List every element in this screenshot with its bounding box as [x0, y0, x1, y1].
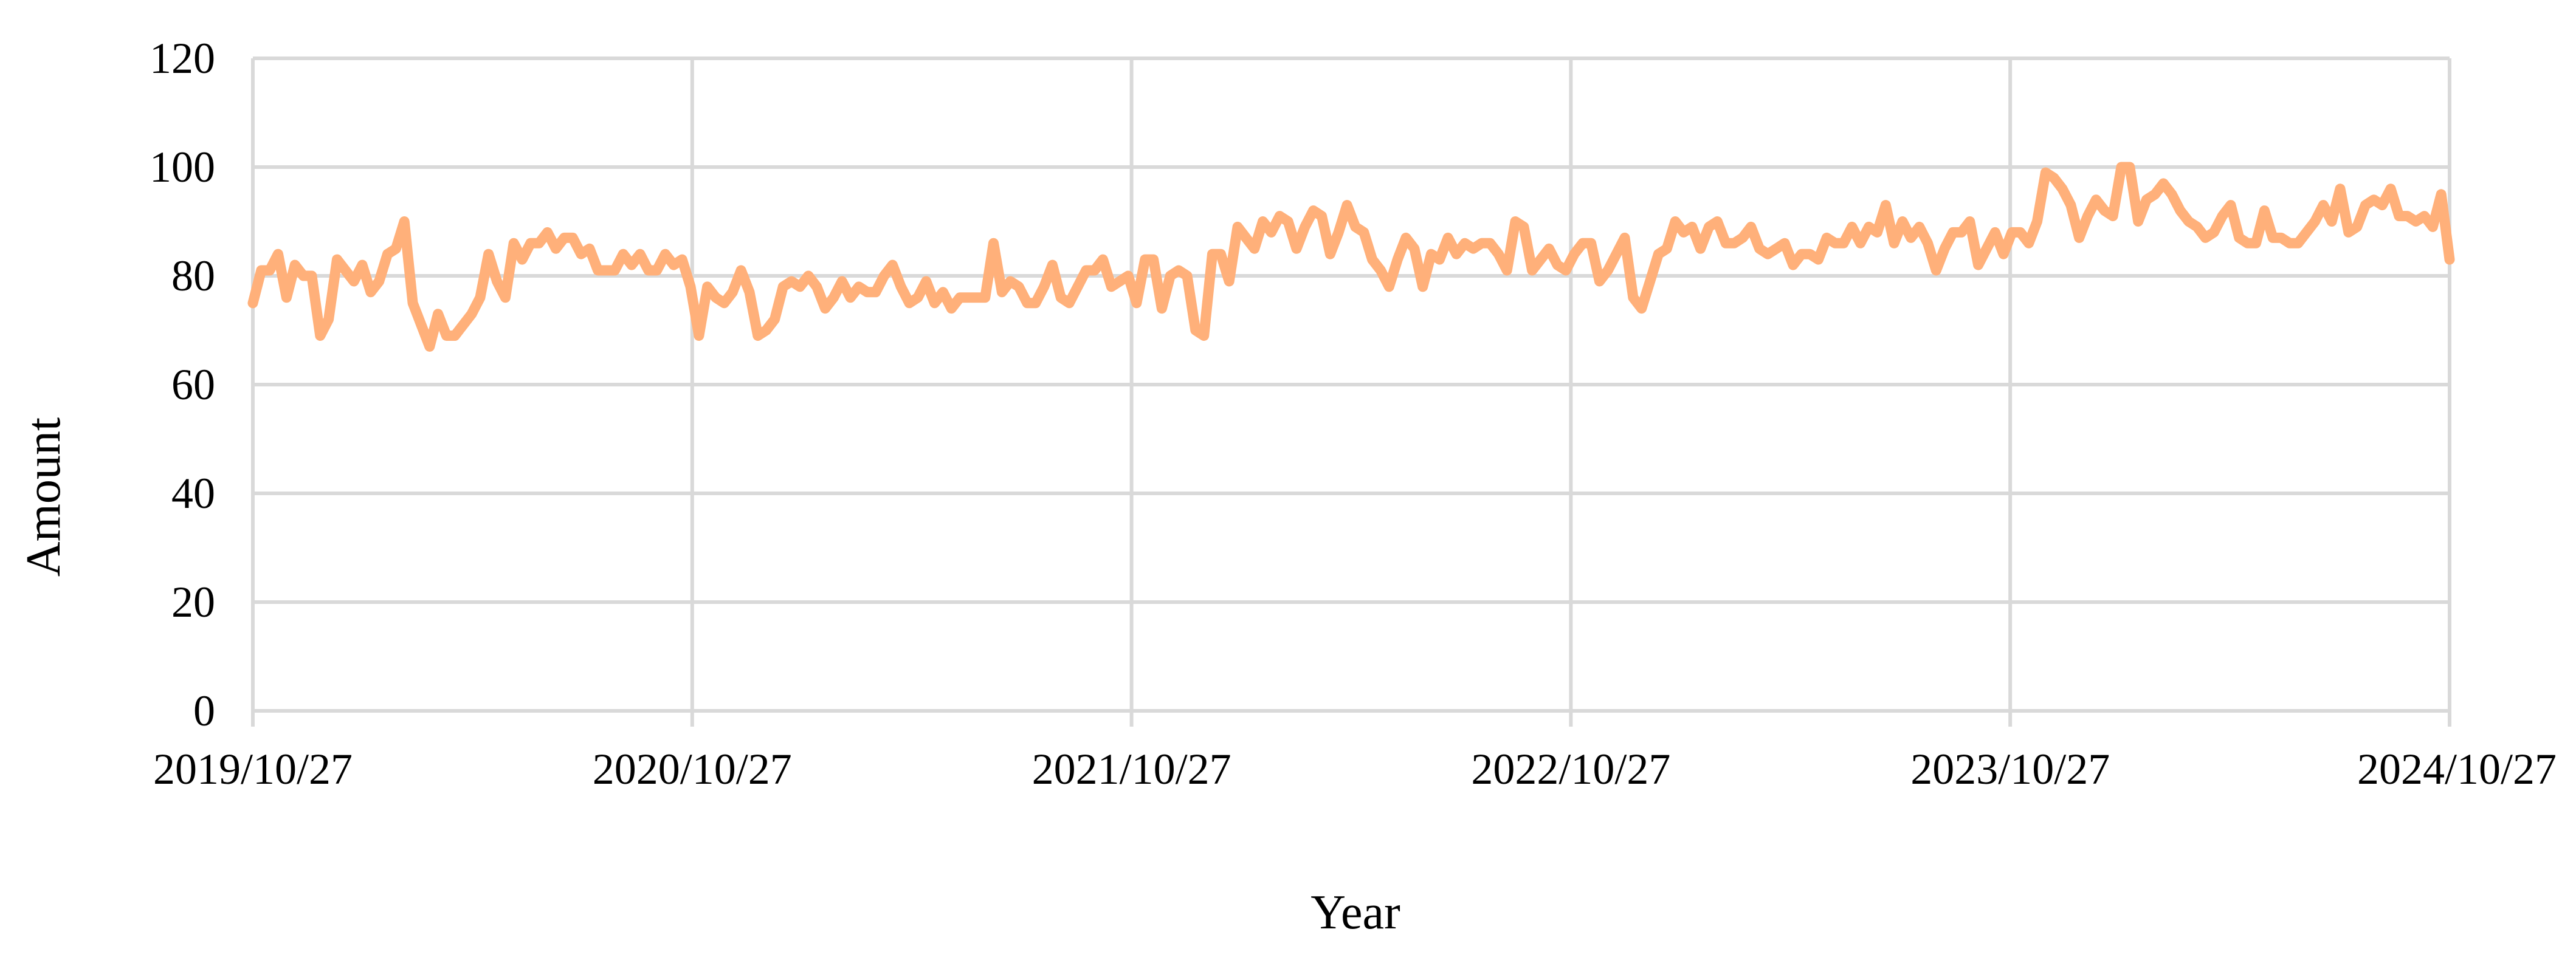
- y-tick-label: 0: [193, 687, 215, 735]
- x-tick-label: 2023/10/27: [1910, 745, 2110, 793]
- gridlines: [251, 57, 2451, 713]
- y-axis-title: Amount: [17, 417, 71, 577]
- axes: [251, 711, 2451, 727]
- y-tick-label: 40: [171, 469, 215, 518]
- series-line: [247, 162, 2455, 352]
- x-tick-label: 2022/10/27: [1471, 745, 1670, 793]
- x-tick-label: 2020/10/27: [593, 745, 792, 793]
- y-tick-label: 120: [150, 34, 215, 83]
- x-tick-label: 2019/10/27: [153, 745, 353, 793]
- x-tick-label: 2024/10/27: [2357, 745, 2557, 793]
- y-tick-label: 20: [171, 578, 215, 626]
- tick-labels: 0 20 40 60 80 100 120 2019/10/27 2020/10/27 2021/…: [150, 34, 2557, 793]
- y-tick-label: 100: [150, 143, 215, 191]
- x-axis-title: Year: [1310, 886, 1400, 939]
- x-tick-label: 2021/10/27: [1032, 745, 1231, 793]
- y-tick-label: 60: [171, 360, 215, 409]
- series-line-layer: [247, 162, 2455, 352]
- y-tick-label: 80: [171, 252, 215, 300]
